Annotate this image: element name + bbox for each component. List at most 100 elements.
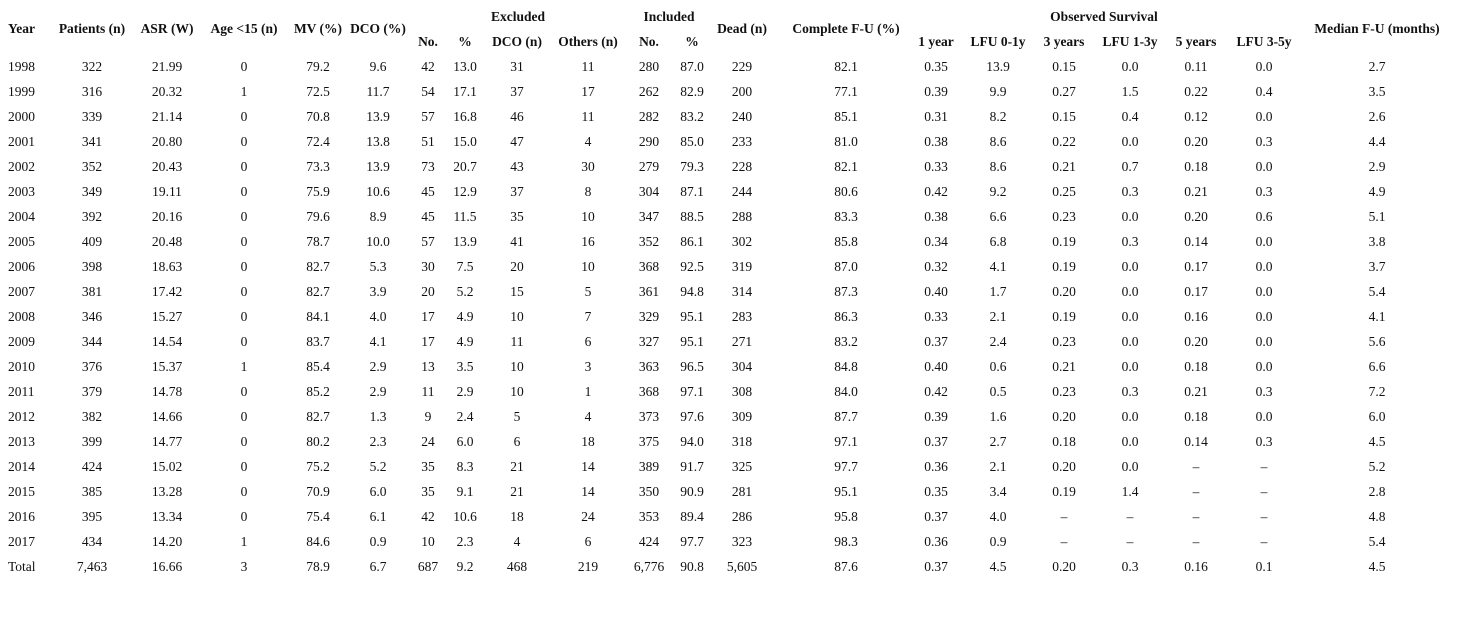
cell: 16 bbox=[581, 234, 595, 249]
cell: 90.9 bbox=[680, 484, 704, 499]
cell: 434 bbox=[81, 534, 103, 549]
cell: 409 bbox=[81, 234, 103, 249]
cell: 5.2 bbox=[369, 459, 387, 474]
cell: 5.3 bbox=[369, 259, 387, 274]
cell: 5.4 bbox=[1368, 534, 1386, 549]
column-header: Complete F-U (%) bbox=[792, 21, 900, 36]
cell: – bbox=[1192, 484, 1200, 499]
column-header: ASR (W) bbox=[140, 21, 194, 36]
cell: – bbox=[1260, 534, 1268, 549]
cell: – bbox=[1192, 534, 1200, 549]
cell: 5 bbox=[584, 284, 592, 299]
cell: 0.39 bbox=[924, 409, 948, 424]
cell: 0.20 bbox=[1052, 559, 1076, 574]
cell: 13.0 bbox=[453, 59, 477, 74]
cell: 94.0 bbox=[680, 434, 704, 449]
column-header: % bbox=[458, 34, 472, 49]
cell: 5.2 bbox=[456, 284, 474, 299]
cell: 6.1 bbox=[369, 509, 387, 524]
cell: 0.6 bbox=[1255, 209, 1273, 224]
cell: 2001 bbox=[8, 134, 35, 149]
cell: 687 bbox=[417, 559, 439, 574]
cell: 3.4 bbox=[989, 484, 1007, 499]
cell: 0.9 bbox=[369, 534, 387, 549]
cell: 98.3 bbox=[834, 534, 858, 549]
cell: 0.33 bbox=[924, 159, 948, 174]
cell: 7.5 bbox=[456, 259, 474, 274]
cell: 363 bbox=[638, 359, 660, 374]
cell: 244 bbox=[731, 184, 753, 199]
cell: 0.18 bbox=[1184, 409, 1208, 424]
cell: 18 bbox=[510, 509, 524, 524]
cell: 9.9 bbox=[989, 84, 1007, 99]
cell: 0.18 bbox=[1184, 159, 1208, 174]
cell: 4.8 bbox=[1368, 509, 1386, 524]
cell: 82.1 bbox=[834, 59, 858, 74]
cell: 3 bbox=[240, 559, 248, 574]
cell: 395 bbox=[81, 509, 103, 524]
cell: Total bbox=[8, 559, 36, 574]
cell: 262 bbox=[638, 84, 660, 99]
cell: 12.9 bbox=[453, 184, 477, 199]
cell: 0.14 bbox=[1184, 234, 1208, 249]
cell: 2004 bbox=[8, 209, 35, 224]
cell: 54 bbox=[421, 84, 435, 99]
cell: 91.7 bbox=[680, 459, 704, 474]
cell: 2000 bbox=[8, 109, 35, 124]
cell: 0.0 bbox=[1255, 309, 1273, 324]
cell: 0.3 bbox=[1255, 184, 1273, 199]
cell: 0.19 bbox=[1052, 484, 1076, 499]
cell: 308 bbox=[731, 384, 753, 399]
cell: 0.22 bbox=[1052, 134, 1076, 149]
cell: 2008 bbox=[8, 309, 35, 324]
cell: 17.42 bbox=[151, 284, 183, 299]
cell: 2005 bbox=[8, 234, 35, 249]
cell: 2.9 bbox=[1368, 159, 1386, 174]
cell: 2011 bbox=[8, 384, 35, 399]
cell: 0.4 bbox=[1121, 109, 1139, 124]
cell: 6 bbox=[584, 334, 592, 349]
cell: 30 bbox=[421, 259, 435, 274]
cell: 13.28 bbox=[151, 484, 183, 499]
cell: 341 bbox=[81, 134, 103, 149]
cell: 0.37 bbox=[924, 559, 948, 574]
cell: 0.20 bbox=[1052, 459, 1076, 474]
cell: 84.0 bbox=[834, 384, 858, 399]
cell: 0 bbox=[240, 284, 248, 299]
cell: 73.3 bbox=[306, 159, 330, 174]
cell: 77.1 bbox=[834, 84, 858, 99]
cell: 368 bbox=[638, 384, 660, 399]
cell: 97.7 bbox=[834, 459, 858, 474]
cell: 0.0 bbox=[1255, 59, 1273, 74]
cell: 304 bbox=[638, 184, 660, 199]
cell: 349 bbox=[81, 184, 103, 199]
cell: 385 bbox=[81, 484, 103, 499]
cell: 0.32 bbox=[924, 259, 948, 274]
cell: 2.7 bbox=[1368, 59, 1386, 74]
cell: 0.42 bbox=[924, 384, 948, 399]
cell: 18.63 bbox=[151, 259, 183, 274]
cell: 0 bbox=[240, 334, 248, 349]
cell: 2015 bbox=[8, 484, 35, 499]
cell: 352 bbox=[81, 159, 103, 174]
cell: 6.6 bbox=[989, 209, 1007, 224]
cell: 0.34 bbox=[924, 234, 948, 249]
cell: 2012 bbox=[8, 409, 35, 424]
cell: 0 bbox=[240, 109, 248, 124]
cell: 0 bbox=[240, 309, 248, 324]
cell: – bbox=[1060, 509, 1068, 524]
cell: 8.3 bbox=[456, 459, 474, 474]
cell: 0 bbox=[240, 134, 248, 149]
cell: 0 bbox=[240, 484, 248, 499]
cell: 4 bbox=[584, 134, 592, 149]
cell: 70.9 bbox=[306, 484, 330, 499]
cell: 200 bbox=[731, 84, 753, 99]
cell: 20.43 bbox=[151, 159, 183, 174]
cell: 2.9 bbox=[369, 384, 387, 399]
cell: 2003 bbox=[8, 184, 35, 199]
cell: 14 bbox=[581, 459, 595, 474]
cell: 314 bbox=[731, 284, 753, 299]
cell: 15 bbox=[510, 284, 524, 299]
cell: 5.1 bbox=[1368, 209, 1386, 224]
